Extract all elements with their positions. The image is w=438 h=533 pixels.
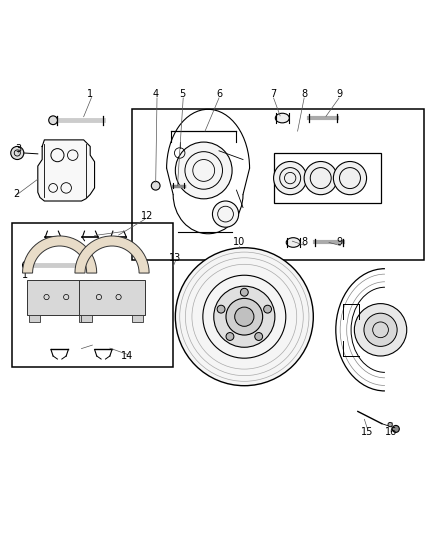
Bar [132,314,143,322]
Circle shape [217,305,225,313]
Bar [132,109,424,260]
Polygon shape [79,280,145,314]
Text: 9: 9 [336,238,342,247]
Text: 1: 1 [21,270,28,280]
Text: 4: 4 [152,89,159,99]
Circle shape [151,181,160,190]
Circle shape [274,161,307,195]
Circle shape [22,261,31,270]
Circle shape [175,142,232,199]
Circle shape [214,286,275,348]
Circle shape [235,307,254,326]
Text: 15: 15 [361,427,374,438]
Text: 8: 8 [301,89,307,99]
Circle shape [354,304,407,356]
Text: 5: 5 [179,89,185,99]
Text: 10: 10 [233,238,245,247]
Bar [274,153,381,203]
Circle shape [212,201,239,227]
Circle shape [364,313,397,346]
Circle shape [240,288,248,296]
Text: 12: 12 [141,211,153,221]
Bar [79,314,90,322]
Circle shape [49,116,57,125]
Text: 6: 6 [216,89,222,99]
Text: 14: 14 [121,351,134,361]
Circle shape [11,147,24,159]
Polygon shape [38,140,95,201]
Circle shape [226,298,263,335]
Circle shape [175,248,313,386]
Circle shape [333,161,367,195]
Polygon shape [22,236,97,273]
Ellipse shape [286,238,300,247]
Circle shape [226,333,234,341]
Circle shape [392,425,399,432]
Polygon shape [27,280,92,314]
Circle shape [388,422,392,427]
Circle shape [304,161,337,195]
Text: 16: 16 [385,427,398,438]
Polygon shape [75,236,149,273]
Ellipse shape [276,113,289,123]
Circle shape [264,305,272,313]
Text: 8: 8 [301,238,307,247]
Text: 3: 3 [15,143,21,154]
Text: 7: 7 [270,89,277,99]
Circle shape [255,333,263,341]
Text: 1: 1 [87,89,93,99]
Text: 9: 9 [336,89,342,99]
Text: 2: 2 [13,189,19,199]
Text: 13: 13 [169,253,181,263]
Bar [12,223,173,367]
Bar [81,314,92,322]
Bar [29,314,40,322]
